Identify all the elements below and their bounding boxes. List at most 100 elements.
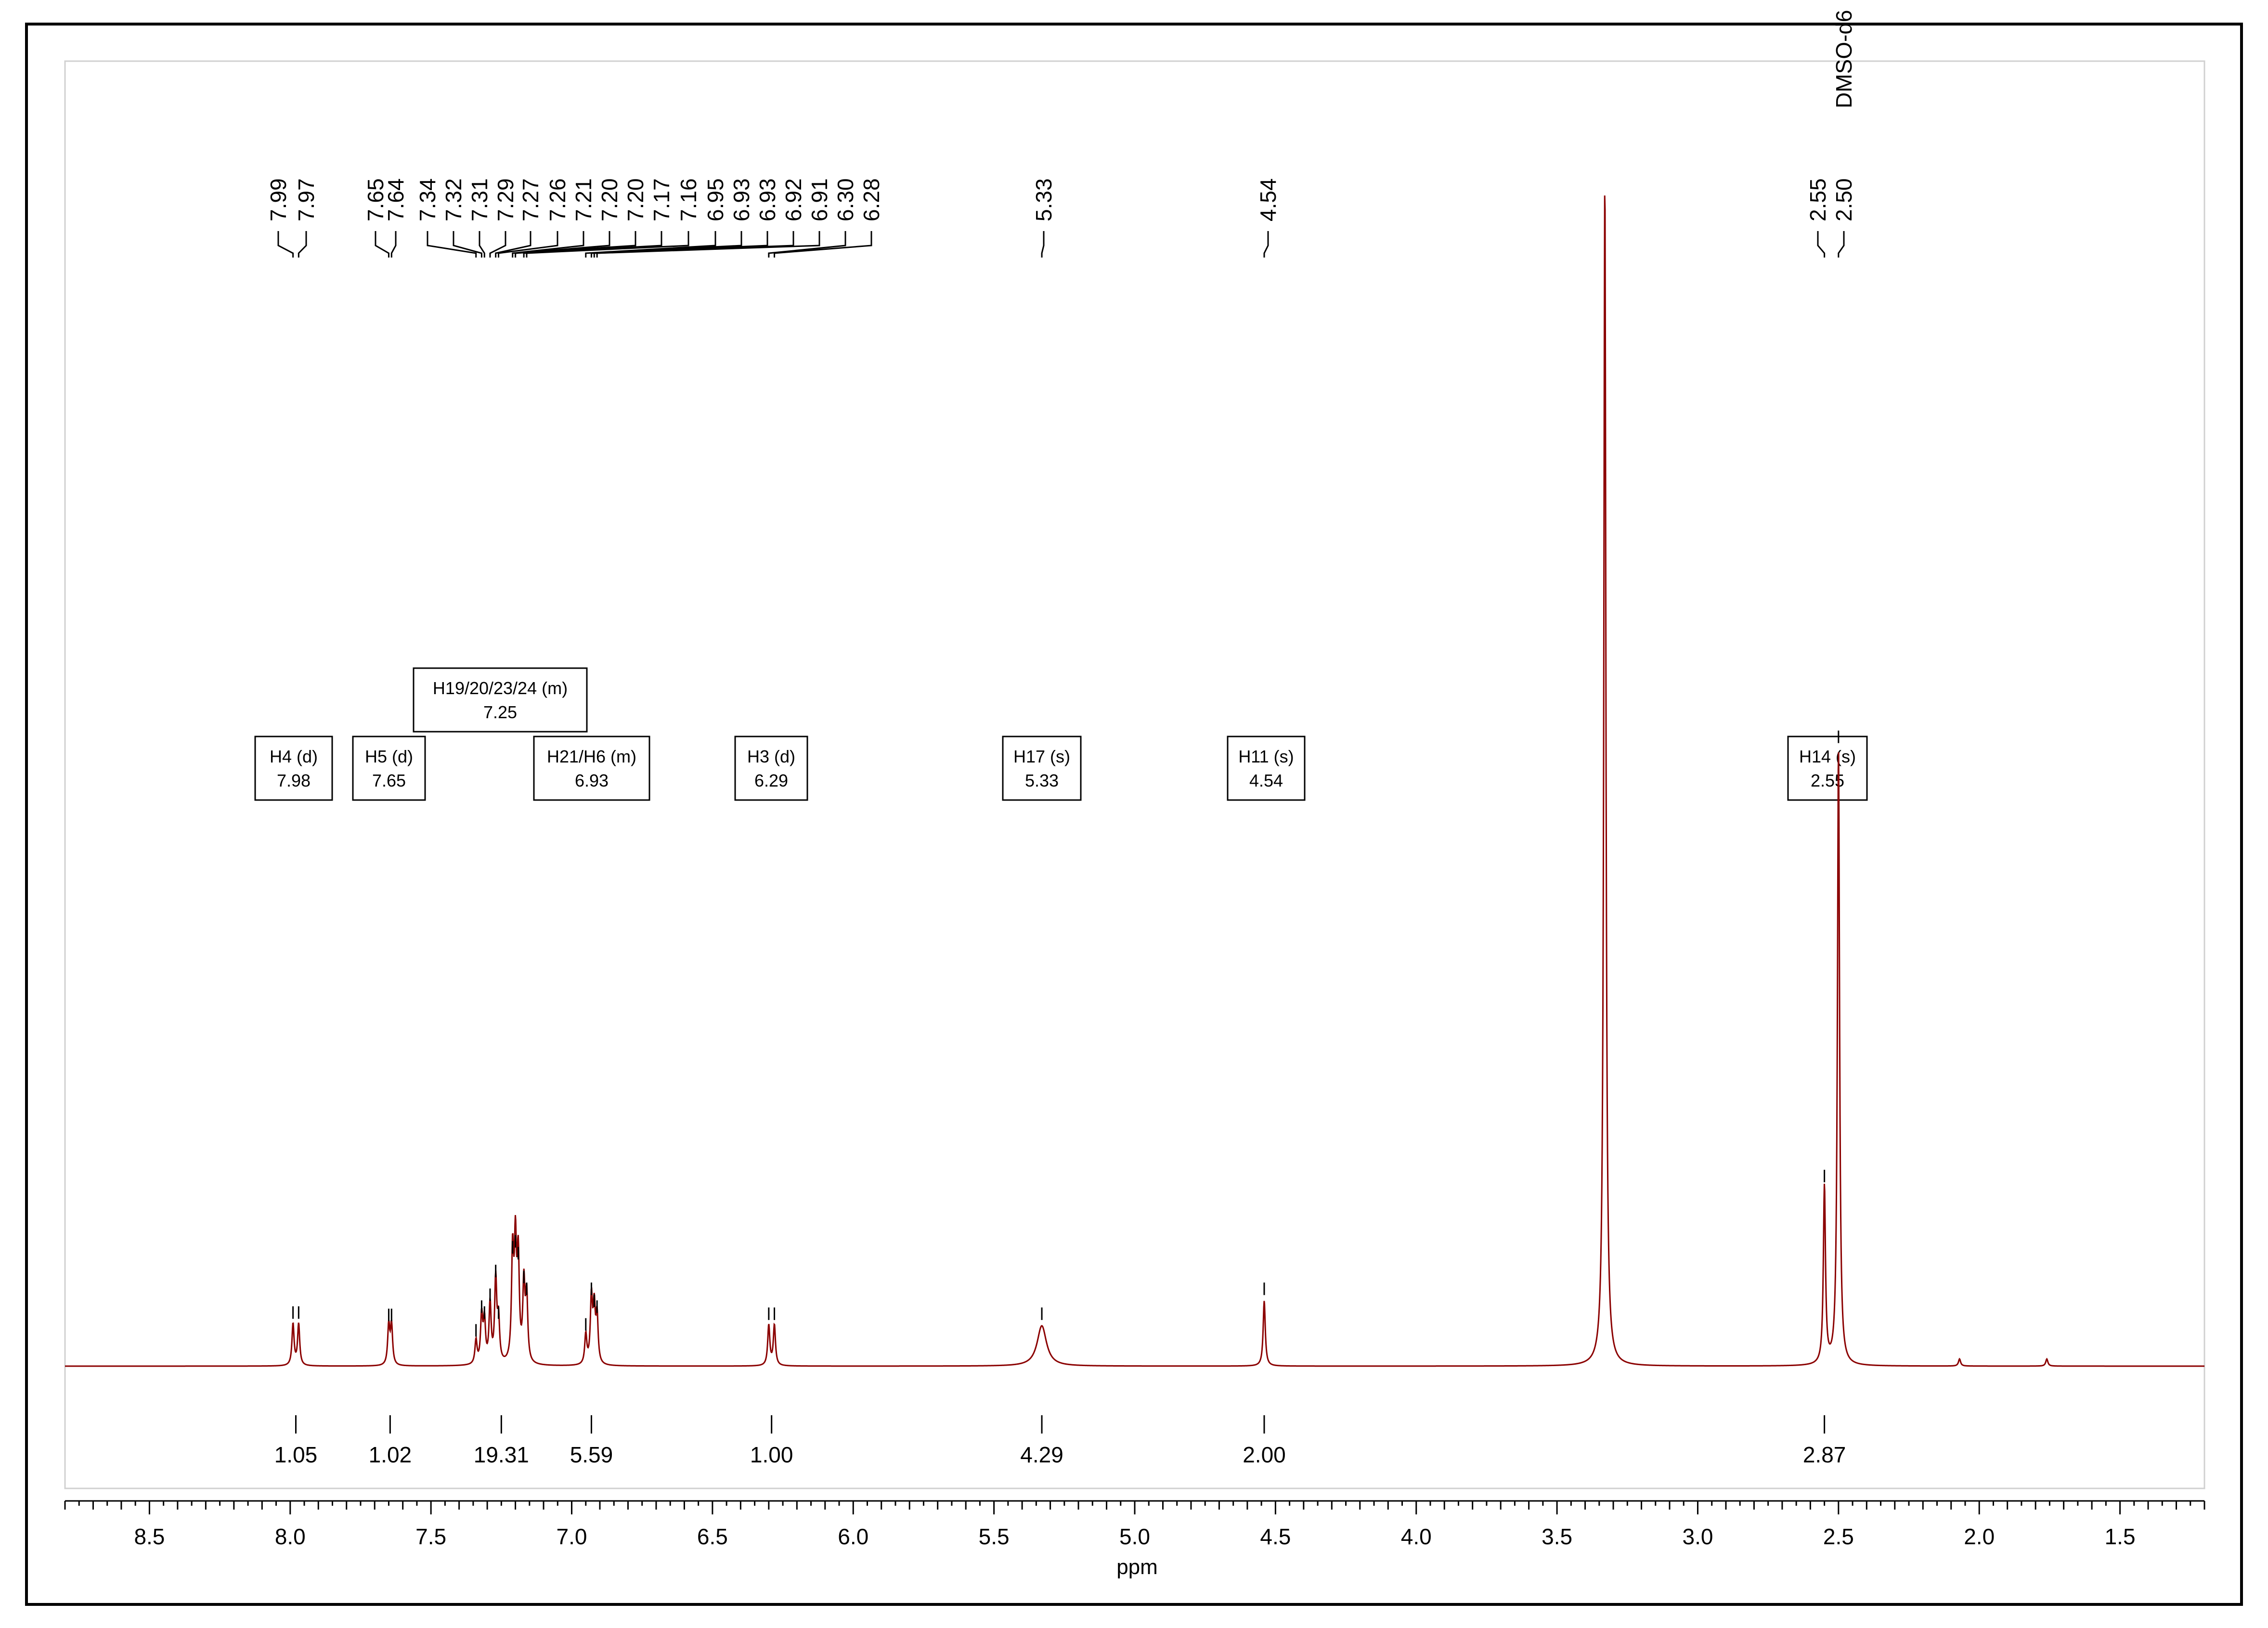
multiplet-label-4: H3 (d) xyxy=(747,747,795,766)
multiplet-label-3: H21/H6 (m) xyxy=(547,747,636,766)
shift-connector-3 xyxy=(390,231,397,258)
shift-label-19: 6.91 xyxy=(807,178,832,221)
shift-label-23: 4.54 xyxy=(1256,178,1281,221)
shift-label-25: 2.50 xyxy=(1831,178,1856,221)
shift-label-12: 7.20 xyxy=(623,178,648,221)
multiplet-shift-1: 7.65 xyxy=(372,771,406,790)
x-tick-label-14: 1.5 xyxy=(2105,1524,2136,1549)
integral-value-0: 1.05 xyxy=(274,1442,318,1467)
shift-connector-19 xyxy=(596,231,820,258)
multiplet-box-3 xyxy=(533,736,650,801)
multiplet-box-4 xyxy=(734,736,808,801)
x-tick-label-2: 7.5 xyxy=(415,1524,446,1549)
shift-connector-7 xyxy=(489,231,506,258)
integral-value-4: 1.00 xyxy=(750,1442,793,1467)
x-tick-label-4: 6.5 xyxy=(697,1524,728,1549)
spectrum-trace xyxy=(65,195,2204,1367)
shift-label-22: 5.33 xyxy=(1031,178,1056,221)
integral-value-5: 4.29 xyxy=(1020,1442,1063,1467)
shift-label-1: 7.97 xyxy=(294,178,319,221)
shift-connector-6 xyxy=(479,231,485,258)
shift-connector-21 xyxy=(774,231,872,258)
shift-label-0: 7.99 xyxy=(266,178,291,221)
x-axis: 8.5 8.0 7.5 7.0 6.5 6.0 5.5 5.0 4.5 4.0 3.5 3.0 2.5 2… xyxy=(64,1500,2205,1579)
multiplet-label-6: H11 (s) xyxy=(1238,747,1294,766)
shift-label-24: 2.55 xyxy=(1805,178,1830,221)
multiplet-box-6 xyxy=(1227,736,1306,801)
x-tick-label-1: 8.0 xyxy=(275,1524,306,1549)
shift-label-15: 6.95 xyxy=(703,178,728,221)
shift-label-3: 7.64 xyxy=(383,178,408,221)
shift-connector-1 xyxy=(298,231,307,258)
shift-connector-24 xyxy=(1817,231,1826,258)
shift-label-14: 7.16 xyxy=(676,178,701,221)
multiplet-box-7 xyxy=(1787,736,1868,801)
multiplet-annotations: H4 (d) 7.98 H5 (d) 7.65 H19/20/23/24 (m) 7.25… xyxy=(254,667,1868,801)
shift-connector-14 xyxy=(526,231,689,258)
x-tick-label-5: 6.0 xyxy=(838,1524,868,1549)
multiplet-shift-0: 7.98 xyxy=(277,771,311,790)
multiplet-box-0 xyxy=(254,736,333,801)
integral-value-3: 5.59 xyxy=(570,1442,613,1467)
shift-label-16: 6.93 xyxy=(729,178,754,221)
multiplet-shift-6: 4.54 xyxy=(1249,771,1283,790)
multiplet-shift-3: 6.93 xyxy=(575,771,609,790)
multiplet-box-1 xyxy=(352,736,426,801)
integral-value-6: 2.00 xyxy=(1243,1442,1286,1467)
multiplet-shift-2: 7.25 xyxy=(483,702,517,722)
multiplet-box-2 xyxy=(413,667,588,733)
shift-label-8: 7.27 xyxy=(518,178,543,221)
shift-connector-8 xyxy=(495,231,531,258)
x-tick-label-8: 4.5 xyxy=(1260,1524,1291,1549)
shift-label-17: 6.93 xyxy=(755,178,780,221)
shift-connector-0 xyxy=(277,231,294,258)
shift-connector-2 xyxy=(375,231,389,258)
shift-connector-22 xyxy=(1041,231,1045,258)
integral-value-7: 2.87 xyxy=(1803,1442,1846,1467)
integral-value-2: 19.31 xyxy=(474,1442,529,1467)
shift-label-4: 7.34 xyxy=(415,178,440,221)
peak-shift-labels: 7.99 7.97 7.657.64 7.34 7.32 7.31 7.29 7.27 7.26… xyxy=(266,10,1856,258)
shift-connector-5 xyxy=(453,231,482,258)
shift-connector-23 xyxy=(1263,231,1269,258)
x-tick-label-3: 7.0 xyxy=(557,1524,587,1549)
x-tick-label-0: 8.5 xyxy=(134,1524,165,1549)
multiplet-label-1: H5 (d) xyxy=(365,747,413,766)
shift-label-13: 7.17 xyxy=(649,178,674,221)
spectrum-layer xyxy=(65,195,2204,1367)
integral-value-1: 1.02 xyxy=(369,1442,412,1467)
shift-connector-4 xyxy=(427,231,477,258)
shift-label-21: 6.28 xyxy=(859,178,884,221)
multiplet-label-5: H17 (s) xyxy=(1013,747,1070,766)
shift-connector-18 xyxy=(593,231,794,258)
x-tick-label-13: 2.0 xyxy=(1964,1524,1995,1549)
x-tick-label-7: 5.0 xyxy=(1119,1524,1150,1549)
x-tick-label-12: 2.5 xyxy=(1823,1524,1854,1549)
plot-area-border xyxy=(64,60,2205,1489)
shift-label-18: 6.92 xyxy=(781,178,806,221)
shift-label-9: 7.26 xyxy=(545,178,570,221)
shift-label-2: 7.65 xyxy=(363,178,388,221)
x-tick-label-9: 4.0 xyxy=(1401,1524,1432,1549)
solvent-label: DMSO-d6 xyxy=(1831,10,1856,108)
x-tick-label-6: 5.5 xyxy=(979,1524,1010,1549)
shift-connector-9 xyxy=(497,231,558,258)
shift-label-11: 7.20 xyxy=(597,178,622,221)
shift-label-6: 7.31 xyxy=(467,178,492,221)
integrals-layer: 1.05 1.02 19.31 5.59 1.00 4.29 2.00 2.87 xyxy=(274,1415,1846,1467)
multiplet-label-2: H19/20/23/24 (m) xyxy=(433,678,568,698)
multiplet-shift-5: 5.33 xyxy=(1025,771,1059,790)
multiplet-box-5 xyxy=(1002,736,1082,801)
shift-connector-25 xyxy=(1838,231,1845,258)
x-tick-label-10: 3.5 xyxy=(1542,1524,1572,1549)
outer-frame xyxy=(25,23,2243,1606)
shift-label-20: 6.30 xyxy=(833,178,858,221)
shift-connector-16 xyxy=(590,231,742,258)
shift-label-7: 7.29 xyxy=(493,178,518,221)
shift-connector-12 xyxy=(515,231,636,258)
x-tick-label-11: 3.0 xyxy=(1682,1524,1713,1549)
multiplet-shift-4: 6.29 xyxy=(754,771,788,790)
shift-connector-15 xyxy=(585,231,716,258)
multiplet-label-0: H4 (d) xyxy=(270,747,318,766)
